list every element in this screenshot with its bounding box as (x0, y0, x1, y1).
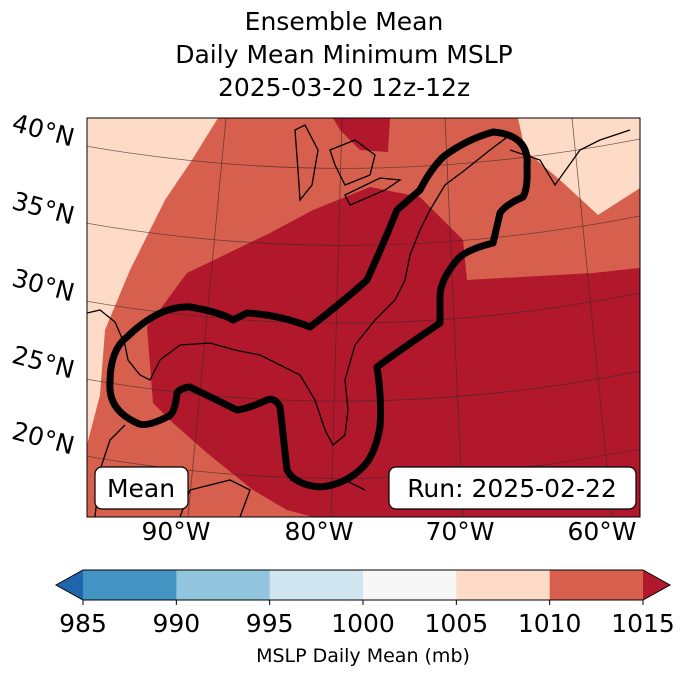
lat-label: 20°N (9, 416, 77, 460)
lon-label: 60°W (567, 517, 636, 546)
lat-label: 35°N (9, 186, 77, 230)
colorbar-tick-label: 1000 (331, 609, 395, 638)
latitude-labels: 40°N 35°N 30°N 25°N 20°N (9, 108, 77, 460)
label-run: Run: 2025-02-22 (407, 474, 617, 503)
colorbar: 985 990 995 1000 1005 1010 1015 (54, 569, 675, 638)
colorbar-extend-low (56, 570, 83, 600)
colorbar-segment (363, 570, 457, 600)
mean-contour-1015 (106, 128, 531, 491)
longitude-labels: 90°W 80°W 70°W 60°W (141, 517, 636, 546)
colorbar-segment (456, 570, 551, 600)
colorbar-extend-high (643, 570, 670, 600)
colorbar-tick-label: 1010 (518, 609, 582, 638)
lon-label: 90°W (141, 517, 210, 546)
label-mean-box: Mean (94, 466, 189, 510)
colorbar-label: MSLP Daily Mean (mb) (256, 645, 470, 667)
title-line-2: Daily Mean Minimum MSLP (175, 40, 513, 69)
label-mean: Mean (107, 474, 175, 503)
label-run-box: Run: 2025-02-22 (388, 466, 637, 510)
colorbar-segment (83, 570, 177, 600)
lon-label: 80°W (284, 517, 353, 546)
colorbar-segment (549, 570, 644, 600)
title-line-1: Ensemble Mean (244, 7, 444, 36)
lat-label: 30°N (9, 263, 77, 307)
title-line-3: 2025-03-20 12z-12z (217, 73, 471, 102)
colorbar-segment (269, 570, 364, 600)
lat-label: 25°N (9, 340, 77, 384)
graticule (87, 118, 640, 517)
field-above-1015-north (333, 118, 390, 152)
colorbar-segment (176, 570, 271, 600)
lat-label: 40°N (9, 108, 77, 152)
colorbar-tick-label: 1005 (425, 609, 489, 638)
colorbar-tick-label: 985 (59, 609, 107, 638)
lon-label: 70°W (425, 517, 494, 546)
colorbar-tick-label: 995 (246, 609, 294, 638)
colorbar-tick-label: 1015 (611, 609, 675, 638)
map-frame (86, 117, 641, 518)
colorbar-tick-label: 990 (152, 609, 200, 638)
